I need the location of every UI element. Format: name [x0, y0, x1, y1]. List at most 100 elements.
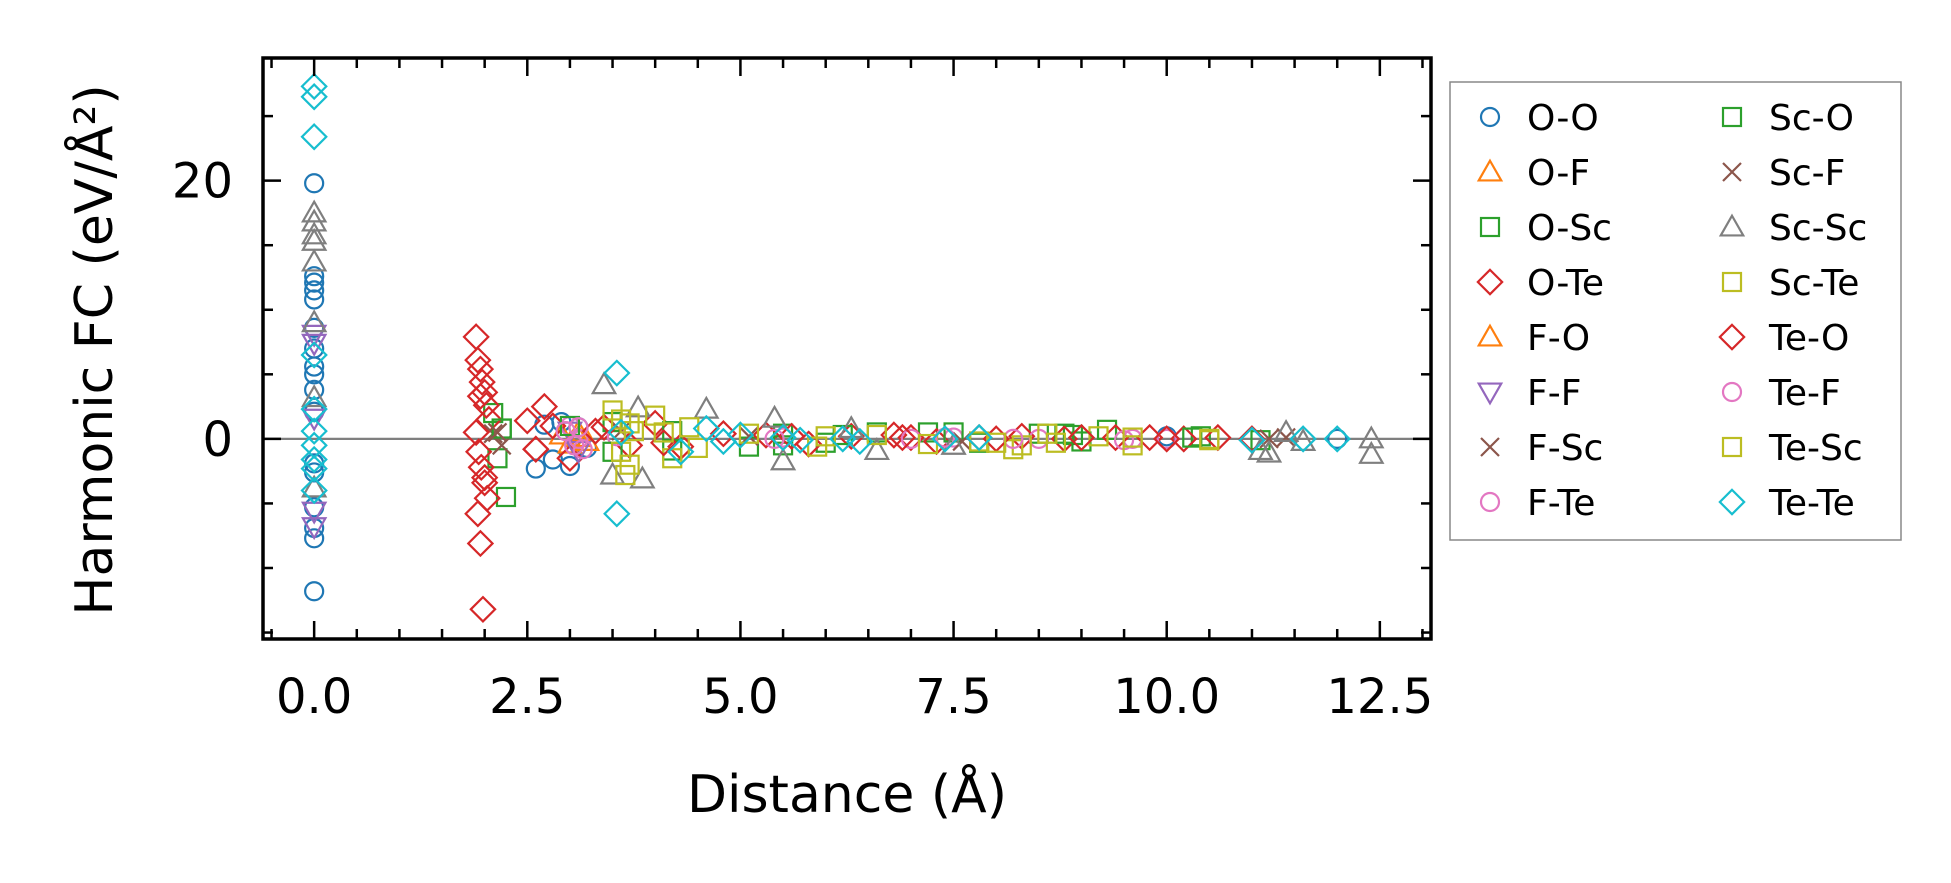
data-point — [1272, 418, 1300, 442]
legend-item-o-o: O-O — [1479, 98, 1599, 139]
data-point — [709, 420, 738, 448]
y-tick-label: 20 — [172, 154, 233, 210]
data-point — [829, 425, 857, 453]
data-point — [301, 199, 328, 223]
data-point — [607, 418, 635, 447]
x-axis-title: Distance (Å) — [687, 763, 1007, 825]
legend-marker — [1479, 106, 1501, 128]
data-point — [530, 392, 559, 421]
legend-marker — [1722, 162, 1742, 182]
legend-label: Sc-Sc — [1769, 208, 1867, 249]
data-point — [590, 371, 618, 395]
legend-item-te-sc: Te-Sc — [1721, 428, 1863, 469]
y-axis-title: Harmonic FC (eV/Å²) — [63, 84, 125, 615]
x-tick-label: 5.0 — [702, 669, 778, 725]
data-point — [300, 83, 328, 111]
data-point — [300, 454, 328, 483]
data-point — [301, 248, 328, 272]
data-point — [653, 422, 674, 443]
data-point — [693, 395, 720, 419]
data-point — [464, 500, 492, 528]
data-point — [300, 123, 328, 151]
data-point — [679, 417, 700, 438]
legend-label: Te-Sc — [1768, 428, 1863, 469]
data-point — [1067, 423, 1096, 452]
data-point — [846, 427, 874, 456]
data-point — [599, 461, 626, 485]
legend-marker — [1480, 437, 1500, 457]
data-point — [300, 476, 328, 505]
data-point — [491, 435, 512, 456]
legend-marker — [1721, 381, 1743, 403]
data-point — [304, 581, 325, 602]
legend-marker — [1721, 271, 1743, 293]
legend-label: Sc-F — [1769, 153, 1845, 194]
series-o-te — [462, 323, 1266, 624]
series-o-sc — [483, 402, 1271, 508]
data-point — [934, 427, 956, 448]
legend-item-sc-sc: Sc-Sc — [1718, 208, 1867, 249]
data-point — [542, 449, 563, 470]
data-point — [301, 474, 328, 498]
data-point — [462, 418, 490, 447]
data-point — [726, 421, 755, 449]
data-point — [603, 359, 631, 387]
data-point — [931, 425, 959, 453]
data-point — [1327, 428, 1348, 449]
legend-label: F-F — [1527, 373, 1581, 414]
data-point — [764, 428, 785, 449]
data-point — [1153, 425, 1181, 453]
data-point — [304, 356, 325, 377]
data-point — [472, 391, 501, 420]
data-point — [629, 465, 656, 489]
data-point — [761, 404, 788, 428]
legend-item-sc-o: Sc-O — [1721, 98, 1854, 139]
data-point — [1088, 426, 1109, 447]
axis-ticks-group — [263, 58, 1431, 639]
data-point — [304, 173, 325, 194]
data-point — [301, 221, 328, 245]
data-point — [466, 529, 495, 558]
data-point — [769, 447, 797, 471]
data-point — [470, 463, 499, 492]
legend-marker — [1718, 323, 1746, 351]
data-point — [1045, 432, 1066, 453]
legend-item-f-sc: F-Sc — [1480, 428, 1603, 469]
data-point — [667, 438, 695, 466]
data-point — [304, 379, 325, 400]
data-points-group — [300, 72, 1385, 624]
legend-label: Te-F — [1768, 373, 1841, 414]
data-point — [300, 395, 328, 423]
legend-label: Sc-O — [1769, 98, 1854, 139]
x-tick-label: 10.0 — [1113, 669, 1220, 725]
data-point — [304, 289, 325, 310]
data-point — [568, 417, 589, 438]
series-o-o — [304, 173, 1348, 602]
data-point — [738, 436, 760, 457]
data-point — [610, 441, 632, 462]
data-point — [1199, 428, 1220, 449]
legend-marker — [1479, 491, 1501, 513]
legend: O-O O-F O-Sc O-Te F-O F-F F-Sc F-Te Sc-O Sc-F Sc-S… — [1449, 81, 1902, 541]
data-point — [603, 500, 631, 528]
x-tick-label: 0.0 — [276, 669, 352, 725]
data-point — [940, 431, 967, 455]
legend-label: Te-Te — [1768, 483, 1855, 524]
data-point — [619, 413, 640, 434]
data-point — [462, 323, 490, 351]
data-point — [300, 341, 328, 369]
data-point — [522, 435, 550, 463]
data-point — [559, 415, 581, 437]
y-tick-label: 0 — [202, 412, 233, 468]
tick-labels-group: 0.0 2.5 5.0 7.5 10.0 12.5 0 20 — [172, 154, 1433, 725]
legend-marker — [1476, 158, 1504, 182]
data-point — [525, 458, 546, 479]
data-point — [300, 445, 328, 474]
legend-label: O-Sc — [1527, 208, 1612, 249]
data-point — [301, 333, 328, 357]
data-point — [470, 469, 499, 497]
legend-marker — [1718, 213, 1746, 237]
data-point — [866, 424, 887, 446]
legend-marker — [1479, 216, 1501, 238]
